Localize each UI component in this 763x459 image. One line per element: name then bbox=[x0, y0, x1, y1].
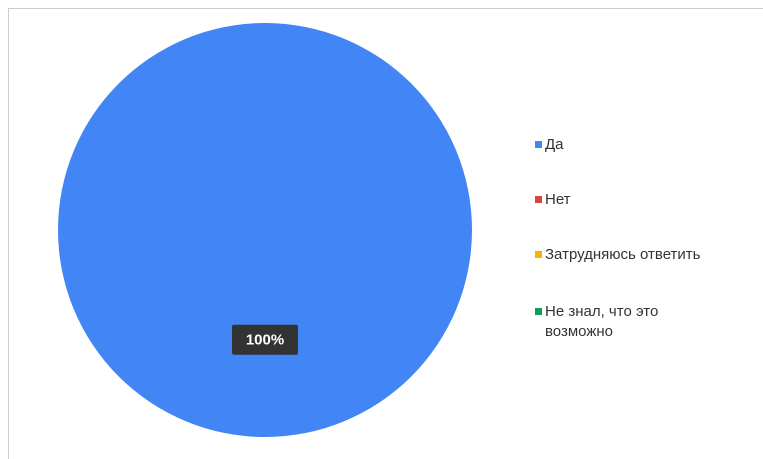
legend-swatch bbox=[535, 196, 542, 203]
legend-item: Да bbox=[535, 135, 763, 155]
legend-label: Да bbox=[545, 136, 564, 153]
legend-item: Нет bbox=[535, 190, 763, 210]
value-label-bg bbox=[232, 324, 298, 355]
legend-label: Не знал, что это возможно bbox=[545, 303, 659, 340]
legend-item: Не знал, что это возможно bbox=[535, 302, 695, 342]
legend-swatch bbox=[535, 308, 542, 315]
legend-swatch bbox=[535, 251, 542, 258]
legend-label: Затрудняюсь ответить bbox=[545, 246, 701, 263]
chart-frame bbox=[8, 8, 763, 459]
value-label: 100% bbox=[246, 332, 284, 349]
legend-label: Нет bbox=[545, 191, 571, 208]
legend-swatch bbox=[535, 141, 542, 148]
pie-slice bbox=[58, 23, 472, 437]
legend-item: Затрудняюсь ответить bbox=[535, 245, 763, 265]
